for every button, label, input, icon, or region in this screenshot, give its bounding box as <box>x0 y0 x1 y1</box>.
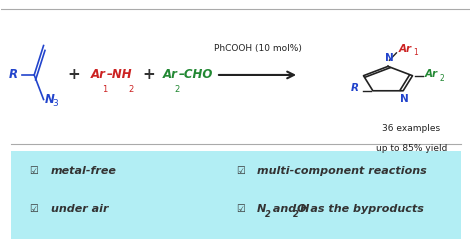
Text: R: R <box>9 68 18 81</box>
Text: N: N <box>45 93 55 106</box>
Text: metal-free: metal-free <box>51 166 117 176</box>
Text: ☑: ☑ <box>236 166 245 176</box>
Text: Ar: Ar <box>91 68 105 81</box>
Text: –NH: –NH <box>106 68 132 81</box>
Text: multi-component reactions: multi-component reactions <box>257 166 427 176</box>
Text: ☑: ☑ <box>236 204 245 214</box>
Text: Ar: Ar <box>424 69 438 79</box>
Text: Ar: Ar <box>398 44 411 54</box>
Text: 2: 2 <box>439 74 444 83</box>
Text: 2: 2 <box>265 210 271 219</box>
Text: Ar: Ar <box>163 68 178 81</box>
Text: 2: 2 <box>175 85 180 94</box>
Text: 1: 1 <box>413 48 418 57</box>
Text: N: N <box>400 94 409 104</box>
Text: ☑: ☑ <box>29 204 38 214</box>
Text: N: N <box>384 53 393 63</box>
Text: +: + <box>143 67 155 82</box>
Text: ☑: ☑ <box>29 166 38 176</box>
Text: 1: 1 <box>102 85 108 94</box>
Text: PhCOOH (10 mol%): PhCOOH (10 mol%) <box>214 44 301 53</box>
Text: +: + <box>68 67 81 82</box>
Text: 36 examples: 36 examples <box>383 124 440 133</box>
Text: 3: 3 <box>53 99 58 108</box>
Text: –CHO: –CHO <box>179 68 213 81</box>
Bar <box>11 151 461 239</box>
Text: 2: 2 <box>293 210 299 219</box>
Text: O as the byproducts: O as the byproducts <box>297 204 424 214</box>
Text: 2: 2 <box>129 85 134 94</box>
Text: N: N <box>257 204 266 214</box>
Text: and H: and H <box>269 204 310 214</box>
Text: under air: under air <box>51 204 108 214</box>
Text: R: R <box>351 83 359 93</box>
Text: up to 85% yield: up to 85% yield <box>376 144 447 153</box>
